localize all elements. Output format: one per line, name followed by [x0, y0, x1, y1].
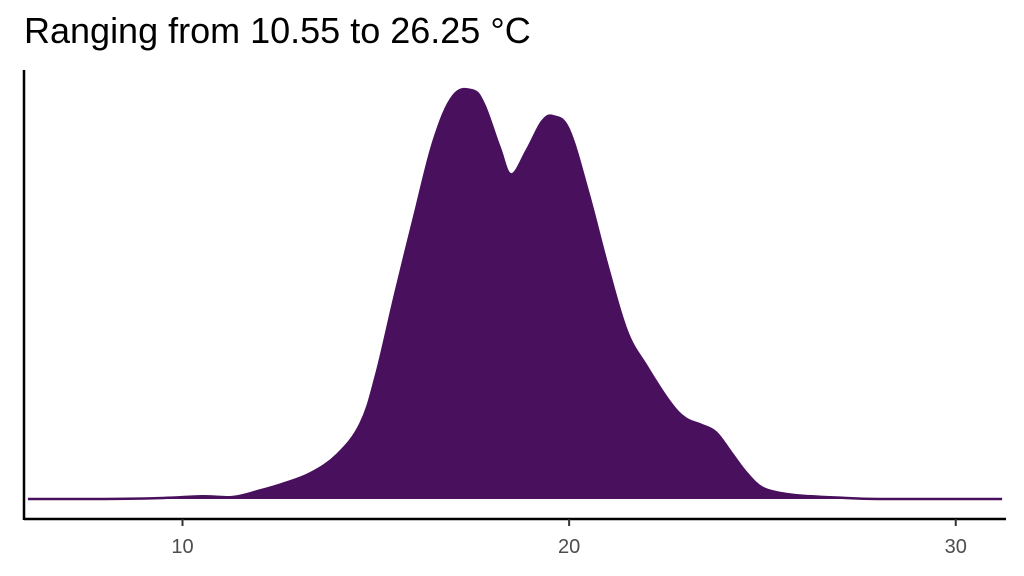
- x-axis-ticks: 10 20 30: [171, 519, 967, 558]
- chart-title: Ranging from 10.55 to 26.25 °C: [24, 10, 531, 51]
- x-tick-label: 20: [558, 536, 580, 558]
- density-outline: [27, 87, 1003, 501]
- x-tick-label: 30: [945, 536, 967, 558]
- density-area: [27, 89, 1003, 500]
- x-tick-label: 10: [171, 536, 193, 558]
